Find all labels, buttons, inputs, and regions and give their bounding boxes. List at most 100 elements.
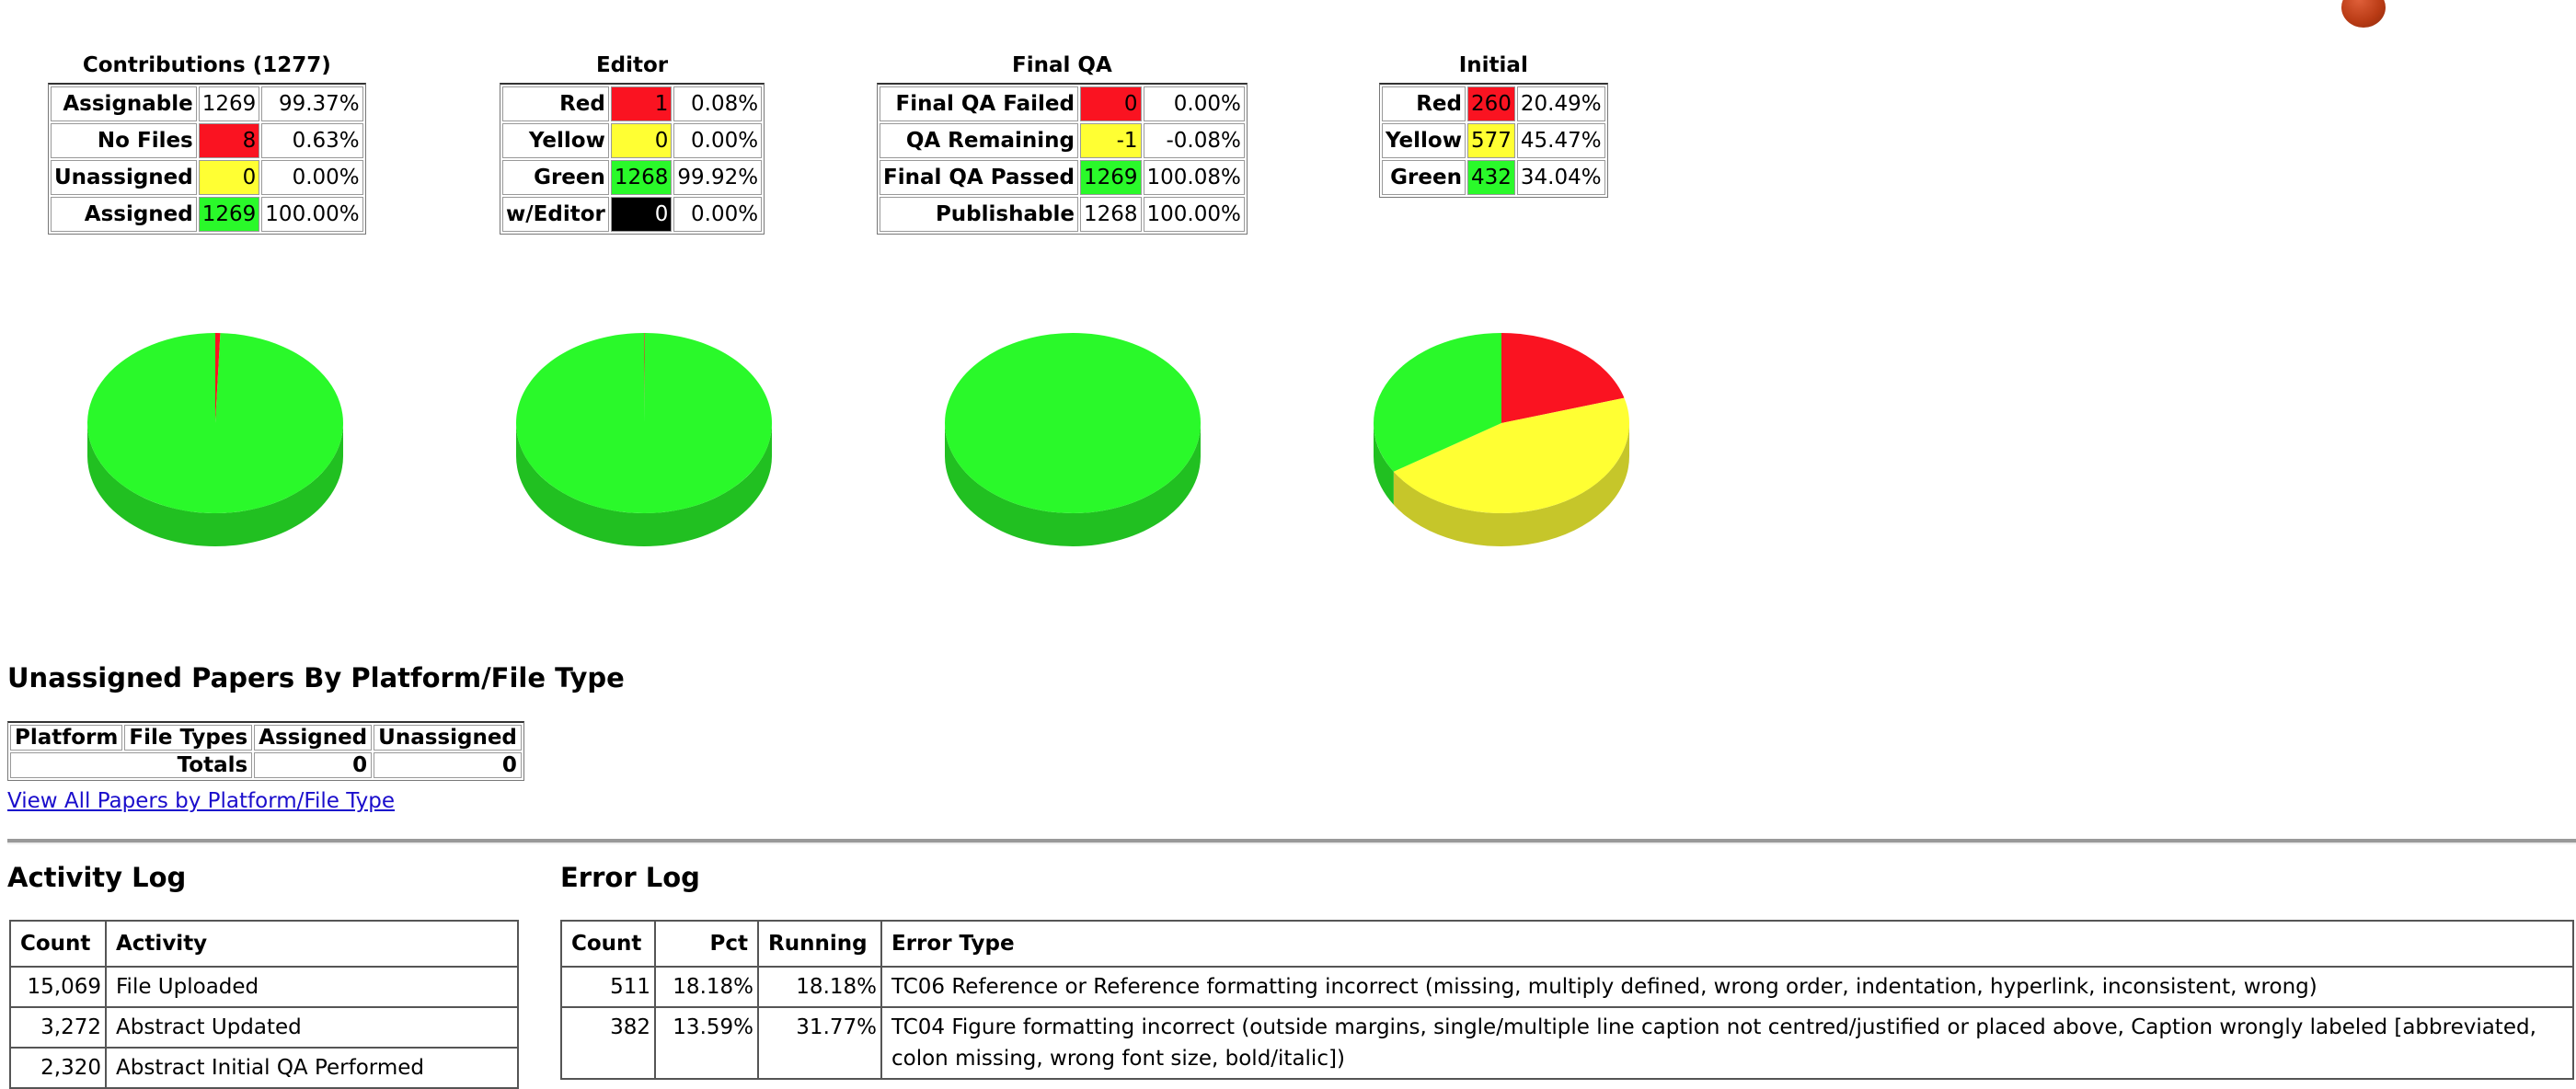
final-qa-title: Final QA: [1012, 53, 1112, 77]
pie-charts: [87, 333, 1630, 546]
row-label: Unassigned: [51, 160, 197, 195]
pie-slice-green: [945, 333, 1201, 513]
table-cell: Abstract Updated: [105, 1006, 519, 1049]
col-count: Count: [9, 920, 107, 968]
table-cell: 31.77%: [757, 1006, 882, 1080]
row-pct: 99.92%: [673, 160, 763, 195]
platform-table: Platform File Types Assigned Unassigned …: [7, 721, 524, 781]
col-count: Count: [560, 920, 656, 968]
pie-side-green: [1374, 423, 1394, 505]
pie-side-green: [516, 423, 772, 546]
pie-slice-red: [1501, 333, 1625, 423]
row-label: No Files: [51, 123, 197, 158]
row-pct: 0.00%: [673, 197, 763, 232]
summary-row: Red 1 0.08%: [502, 86, 763, 121]
col-error-type: Error Type: [880, 920, 2574, 968]
summary-row: Assigned 1269 100.00%: [51, 197, 363, 232]
pie-slice-yellow: [1393, 397, 1630, 514]
row-value: -1: [1079, 123, 1142, 158]
contributions-title: Contributions (1277): [82, 53, 331, 77]
editor-summary: Editor Red 1 0.08% Yellow 0 0.00% Green 1268 99.…: [500, 52, 765, 235]
row-pct: -0.08%: [1143, 123, 1245, 158]
row-pct: 100.00%: [1143, 197, 1245, 232]
row-label: Assigned: [51, 197, 197, 232]
row-value: 432: [1466, 160, 1515, 195]
row-label: Assignable: [51, 86, 197, 121]
row-pct: 0.63%: [261, 123, 363, 158]
table-row: 15,069 File Uploaded: [9, 966, 519, 1008]
row-value: 1269: [198, 197, 260, 232]
pie-side-green: [945, 423, 1201, 546]
summary-row: Final QA Failed 0 0.00%: [880, 86, 1245, 121]
totals-label: Totals: [10, 752, 253, 778]
table-row: 2,320 Abstract Initial QA Performed: [9, 1047, 519, 1089]
table-cell: 18.18%: [757, 966, 882, 1008]
summary-row: Green 1268 99.92%: [502, 160, 763, 195]
summary-row: Unassigned 0 0.00%: [51, 160, 363, 195]
pie-slice-red: [644, 333, 645, 423]
table-cell: 3,272: [9, 1006, 107, 1049]
row-label: Green: [502, 160, 609, 195]
row-pct: 99.37%: [261, 86, 363, 121]
row-label: Red: [1382, 86, 1466, 121]
editor-table: Red 1 0.08% Yellow 0 0.00% Green 1268 99.92% w/Ed…: [500, 83, 765, 235]
row-value: 1268: [1079, 197, 1142, 232]
row-value: 577: [1466, 123, 1515, 158]
col-pct: Pct: [654, 920, 759, 968]
table-row: 382 13.59% 31.77% TC04 Figure formatting in…: [560, 1006, 2574, 1080]
table-cell: TC04 Figure formatting incorrect (outsid…: [880, 1006, 2574, 1080]
table-cell: Abstract Initial QA Performed: [105, 1047, 519, 1089]
row-label: Yellow: [502, 123, 609, 158]
row-label: QA Remaining: [880, 123, 1078, 158]
row-pct: 45.47%: [1516, 123, 1605, 158]
row-label: Green: [1382, 160, 1466, 195]
summary-row: Final QA Passed 1269 100.08%: [880, 160, 1245, 195]
unassigned-heading: Unassigned Papers By Platform/File Type: [7, 662, 625, 694]
row-pct: 100.08%: [1143, 160, 1245, 195]
row-label: Publishable: [880, 197, 1078, 232]
table-cell: 13.59%: [654, 1006, 759, 1080]
col-assigned: Assigned: [254, 725, 373, 751]
table-row: 3,272 Abstract Updated: [9, 1006, 519, 1049]
row-value: 1269: [198, 86, 260, 121]
row-pct: 0.00%: [1143, 86, 1245, 121]
summary-row: Red 260 20.49%: [1382, 86, 1605, 121]
row-pct: 0.00%: [673, 123, 763, 158]
summary-row: Yellow 0 0.00%: [502, 123, 763, 158]
activity-log-table: Count Activity 15,069 File Uploaded 3,272 A…: [9, 920, 519, 1089]
table-cell: File Uploaded: [105, 966, 519, 1008]
contributions-table: Assignable 1269 99.37% No Files 8 0.63% Unassi…: [48, 83, 366, 235]
table-cell: 382: [560, 1006, 656, 1080]
row-pct: 20.49%: [1516, 86, 1605, 121]
row-value: 1: [610, 86, 673, 121]
row-value: 0: [1079, 86, 1142, 121]
row-pct: 100.00%: [261, 197, 363, 232]
pie-side-yellow: [1393, 423, 1629, 546]
row-value: 1268: [610, 160, 673, 195]
row-pct: 0.00%: [261, 160, 363, 195]
pie-slice-red: [215, 333, 221, 423]
table-cell: 2,320: [9, 1047, 107, 1089]
status-ball-icon: [2341, 0, 2386, 28]
row-value: 0: [610, 197, 673, 232]
row-value: 260: [1466, 86, 1515, 121]
totals-assigned: 0: [254, 752, 373, 778]
row-label: Final QA Failed: [880, 86, 1078, 121]
view-all-papers-link[interactable]: View All Papers by Platform/File Type: [7, 789, 396, 813]
row-pct: 0.08%: [673, 86, 763, 121]
error-log-table: Count Pct Running Error Type 511 18.18% 18…: [560, 920, 2574, 1080]
pie-side-green: [87, 423, 343, 546]
summary-row: Yellow 577 45.47%: [1382, 123, 1605, 158]
contributions-summary: Contributions (1277) Assignable 1269 99.37…: [48, 52, 366, 235]
row-label: w/Editor: [502, 197, 609, 232]
row-pct: 34.04%: [1516, 160, 1605, 195]
col-platform: Platform: [10, 725, 123, 751]
activity-log-heading: Activity Log: [7, 862, 187, 893]
col-activity: Activity: [105, 920, 519, 968]
summary-row: Green 432 34.04%: [1382, 160, 1605, 195]
error-log-heading: Error Log: [560, 862, 700, 893]
summary-row: Publishable 1268 100.00%: [880, 197, 1245, 232]
totals-unassigned: 0: [374, 752, 522, 778]
final-qa-summary: Final QA Final QA Failed 0 0.00% QA Remaini…: [877, 52, 1248, 235]
editor-title: Editor: [595, 53, 669, 77]
